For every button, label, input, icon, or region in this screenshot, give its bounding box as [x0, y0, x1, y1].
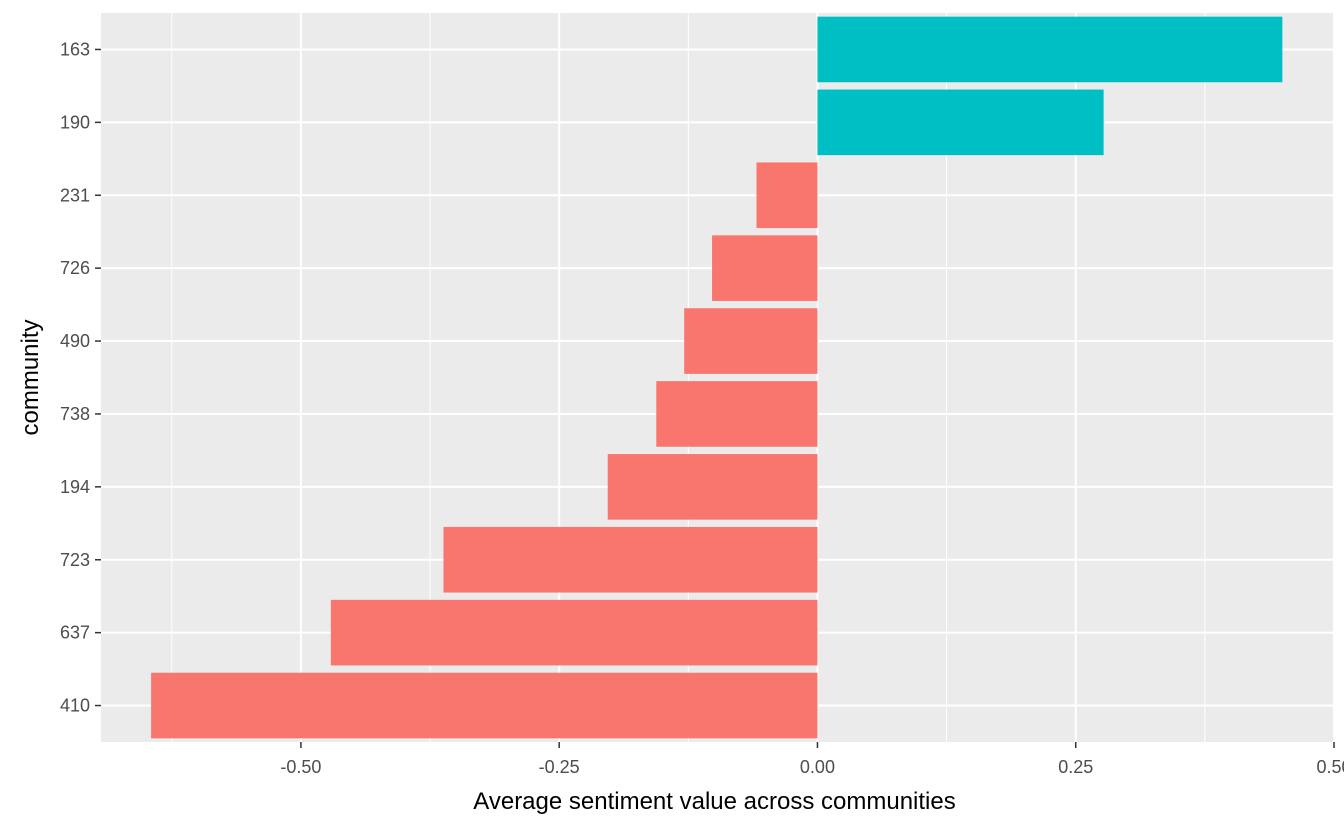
y-tick-label: 231: [60, 185, 90, 205]
bar-410: [151, 672, 818, 739]
bars: [151, 16, 1283, 739]
y-tick-label: 726: [60, 258, 90, 278]
y-tick-label: 490: [60, 331, 90, 351]
bar-231: [756, 162, 818, 229]
bar-738: [656, 381, 818, 447]
x-tick-label: 0.25: [1058, 757, 1093, 777]
x-axis: -0.50 -0.25 0.00 0.25 0.50: [280, 742, 1344, 777]
x-tick-label: -0.25: [539, 757, 580, 777]
x-axis-title: Average sentiment value across communiti…: [473, 788, 955, 815]
x-tick-label: -0.50: [280, 757, 321, 777]
bar-163: [817, 16, 1283, 83]
y-tick-label: 637: [60, 623, 90, 643]
x-tick-label: 0.50: [1316, 757, 1344, 777]
bar-190: [817, 89, 1104, 156]
bar-490: [684, 308, 818, 374]
y-tick-label: 410: [60, 696, 90, 716]
bar-194: [607, 454, 818, 520]
y-tick-label: 194: [60, 477, 90, 497]
bar-723: [443, 526, 818, 593]
y-axis-title: community: [17, 319, 44, 435]
y-axis: 163 190 231 726 490 738 194 723 637 410: [60, 39, 101, 716]
x-tick-label: 0.00: [800, 757, 835, 777]
y-tick-label: 163: [60, 39, 90, 59]
y-tick-label: 738: [60, 404, 90, 424]
bar-726: [712, 235, 818, 301]
y-tick-label: 190: [60, 112, 90, 132]
bar-637: [330, 599, 818, 666]
y-tick-label: 723: [60, 550, 90, 570]
